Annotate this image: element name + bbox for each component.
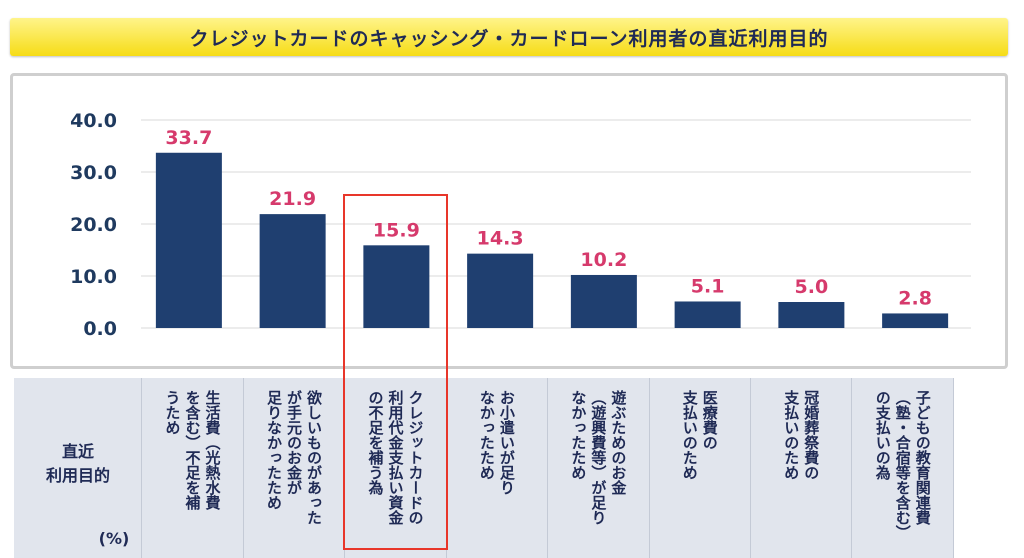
value-label: 2.8 xyxy=(898,287,932,309)
category-cell: 欲しいものがあった が手元のお金が 足りなかったため xyxy=(244,378,346,558)
bar xyxy=(259,214,326,328)
category-cell: 生活費（光熱水費 を含む）不足を補 うため xyxy=(142,378,244,558)
y-tick-label: 30.0 xyxy=(70,162,117,184)
y-tick-label: 0.0 xyxy=(83,318,117,340)
table-header-cell: 直近 利用目的 (%) xyxy=(14,378,143,558)
bar xyxy=(674,301,741,328)
table-header-unit: (%) xyxy=(98,529,130,548)
bar xyxy=(778,302,845,328)
value-label: 15.9 xyxy=(373,219,420,241)
category-cell: 遊ぶためのお金 （遊興費等）が足り なかったため xyxy=(548,378,650,558)
category-cell: お小遣いが足り なかったため xyxy=(447,378,549,558)
category-label: 冠婚葬祭費の 支払いのため xyxy=(782,390,821,480)
category-label: 子どもの教育関連費 （塾・合宿等を含む） の支払いの為 xyxy=(873,390,932,540)
value-label: 5.1 xyxy=(691,275,725,297)
bar xyxy=(155,152,222,328)
category-label: クレジットカードの 利用代金支払い資金 の不足を補う為 xyxy=(366,390,425,525)
value-label: 33.7 xyxy=(165,127,212,149)
chart-title: クレジットカードのキャッシング・カードローン利用者の直近利用目的 xyxy=(10,18,1008,56)
category-cell: 医療費の 支払いのため xyxy=(650,378,752,558)
bar xyxy=(570,274,637,328)
category-cell: 子どもの教育関連費 （塾・合宿等を含む） の支払いの為 xyxy=(852,378,954,558)
value-label: 10.2 xyxy=(580,249,627,271)
category-label: 欲しいものがあった が手元のお金が 足りなかったため xyxy=(264,390,323,525)
y-tick-label: 40.0 xyxy=(70,110,117,132)
chart-frame: 0.0 10.0 20.0 30.0 40.0 33.7 21.9 15.9 14.3 10.2 5… xyxy=(10,73,1008,369)
y-tick-label: 20.0 xyxy=(70,214,117,236)
bar xyxy=(363,245,430,328)
category-label: 生活費（光熱水費 を含む）不足を補 うため xyxy=(163,390,222,510)
category-cell: 冠婚葬祭費の 支払いのため xyxy=(751,378,853,558)
value-label: 5.0 xyxy=(795,276,829,298)
category-label: 遊ぶためのお金 （遊興費等）が足り なかったため xyxy=(569,390,628,525)
bar-chart: 0.0 10.0 20.0 30.0 40.0 33.7 21.9 15.9 14.3 10.2 5… xyxy=(70,110,971,340)
bar xyxy=(467,253,534,328)
category-label: お小遣いが足り なかったため xyxy=(477,390,516,495)
category-label: 医療費の 支払いのため xyxy=(680,390,719,480)
value-label: 21.9 xyxy=(269,188,316,210)
value-label: 14.3 xyxy=(477,228,524,250)
bar xyxy=(882,313,949,328)
category-table: 直近 利用目的 (%) 生活費（光熱水費 を含む）不足を補 うため 欲しいものが… xyxy=(14,378,954,558)
y-tick-label: 10.0 xyxy=(70,266,117,288)
category-cell: クレジットカードの 利用代金支払い資金 の不足を補う為 xyxy=(345,378,447,558)
table-header-label: 直近 利用目的 xyxy=(45,442,110,485)
